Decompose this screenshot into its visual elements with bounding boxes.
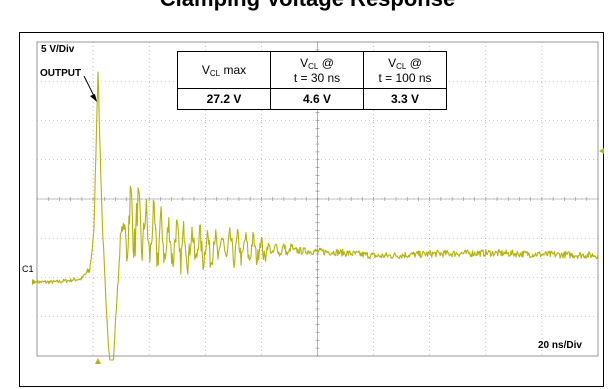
output-arrow-head bbox=[90, 94, 97, 102]
volts-per-div-label: 5 V/Div bbox=[41, 44, 75, 55]
time-per-div-label: 20 ns/Div bbox=[538, 340, 582, 351]
table-header-cell: VCL @ t = 100 ns bbox=[363, 51, 447, 89]
page-header: Clamping Voltage Response bbox=[0, 0, 615, 30]
table-header-cell: VCL @ t = 30 ns bbox=[270, 51, 364, 89]
clamping-voltage-table: VCL max VCL @ t = 30 ns VCL @ t = 100 ns 2… bbox=[177, 51, 447, 110]
table-value-row: 27.2 V 4.6 V 3.3 V bbox=[177, 88, 447, 110]
markers bbox=[32, 148, 604, 364]
vcl-100ns-value: 3.3 V bbox=[363, 88, 447, 110]
trigger-level-marker bbox=[599, 148, 604, 154]
signal-trace bbox=[36, 71, 599, 361]
vcl-30ns-value: 4.6 V bbox=[270, 88, 364, 110]
output-label: OUTPUT bbox=[40, 68, 81, 79]
vcl-max-value: 27.2 V bbox=[177, 88, 271, 110]
channel-ground-marker bbox=[32, 279, 37, 285]
output-arrow bbox=[83, 75, 96, 99]
page-header-text: Clamping Voltage Response bbox=[0, 0, 615, 12]
table-header-cell: VCL max bbox=[177, 51, 271, 89]
trigger-marker bbox=[95, 358, 101, 364]
channel-label: C1 bbox=[22, 264, 34, 274]
table-header-row: VCL max VCL @ t = 30 ns VCL @ t = 100 ns bbox=[177, 51, 447, 89]
